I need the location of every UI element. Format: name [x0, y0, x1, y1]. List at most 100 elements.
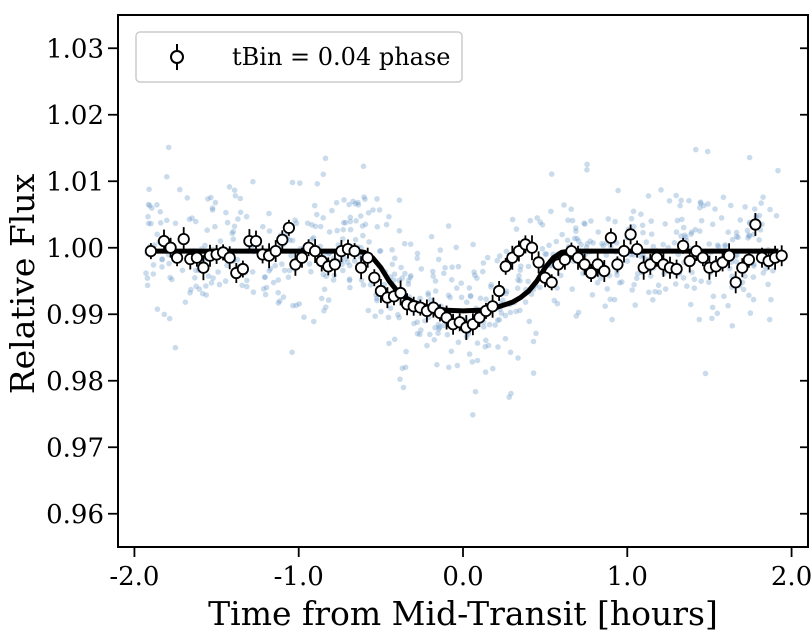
raw-data-point	[530, 370, 537, 376]
raw-data-point	[430, 273, 437, 280]
raw-data-point	[503, 288, 510, 295]
raw-data-point	[733, 258, 739, 265]
raw-data-point	[652, 288, 658, 295]
raw-data-point	[425, 290, 431, 296]
raw-data-point	[275, 277, 282, 283]
raw-data-point	[725, 229, 731, 235]
raw-data-point	[437, 247, 444, 253]
raw-data-point	[634, 270, 641, 277]
raw-data-point	[432, 278, 439, 284]
raw-data-point	[446, 364, 452, 371]
raw-data-point	[411, 320, 417, 327]
raw-data-point	[688, 231, 694, 237]
raw-data-point	[402, 270, 408, 277]
binned-data-point	[276, 233, 289, 246]
raw-data-point	[455, 339, 462, 346]
raw-data-point	[159, 256, 165, 263]
binned-data-point	[598, 264, 611, 278]
raw-data-point	[464, 299, 470, 306]
raw-data-point	[763, 265, 769, 272]
binned-data-point	[190, 251, 203, 264]
binned-data-point	[683, 254, 696, 268]
raw-data-point	[417, 295, 423, 302]
raw-data-point	[758, 200, 764, 206]
raw-data-point	[342, 255, 348, 262]
raw-data-point	[261, 274, 268, 281]
raw-data-point	[272, 262, 279, 269]
raw-data-point	[561, 202, 567, 208]
raw-data-point	[471, 269, 477, 275]
binned-data-point	[295, 251, 309, 264]
raw-data-point	[671, 240, 678, 246]
raw-data-point	[377, 248, 383, 254]
raw-data-point	[159, 264, 165, 270]
raw-data-point	[696, 316, 703, 323]
binned-data-point	[749, 218, 762, 231]
raw-data-point	[496, 316, 503, 323]
raw-data-point	[277, 298, 283, 304]
raw-data-point	[548, 208, 554, 215]
raw-data-point	[148, 220, 154, 227]
raw-data-point	[193, 218, 199, 225]
raw-data-point	[157, 209, 164, 215]
raw-data-point	[522, 299, 529, 305]
raw-data-point	[472, 272, 478, 279]
raw-data-point	[514, 285, 521, 292]
raw-data-point	[389, 247, 395, 253]
raw-data-point	[401, 240, 408, 247]
raw-data-point	[385, 314, 392, 321]
raw-data-point	[436, 326, 442, 332]
binned-data-point	[249, 235, 263, 248]
binned-data-layer	[144, 213, 788, 340]
raw-data-point	[660, 241, 666, 248]
raw-data-point	[449, 264, 455, 271]
x-tick-label: -1.0	[274, 562, 324, 592]
raw-data-point	[496, 253, 503, 259]
legend: tBin = 0.04 phase	[135, 31, 463, 83]
raw-data-point	[289, 349, 295, 356]
raw-data-point	[209, 205, 216, 211]
raw-data-point	[346, 262, 353, 269]
raw-data-point	[768, 296, 774, 303]
raw-data-point	[673, 229, 680, 235]
raw-data-point	[607, 296, 613, 303]
raw-data-point	[374, 297, 380, 304]
raw-data-point	[372, 313, 379, 320]
raw-data-point	[639, 222, 646, 229]
raw-data-point	[281, 267, 288, 274]
raw-data-point	[729, 323, 736, 329]
raw-data-point	[447, 294, 453, 301]
raw-data-point	[490, 365, 496, 372]
raw-data-point	[285, 274, 292, 281]
raw-data-point	[700, 202, 707, 209]
raw-data-point	[712, 206, 718, 212]
raw-data-point	[658, 187, 664, 193]
raw-data-point	[293, 302, 300, 309]
raw-data-point	[217, 238, 224, 244]
raw-data-point	[721, 293, 727, 300]
raw-data-point	[154, 202, 160, 208]
raw-data-point	[517, 267, 523, 273]
raw-data-point	[391, 271, 398, 278]
raw-data-point	[244, 283, 250, 290]
raw-data-point	[266, 268, 273, 274]
raw-data-point	[237, 209, 244, 216]
raw-data-point	[453, 244, 460, 251]
raw-data-point	[650, 243, 657, 250]
raw-data-point	[275, 289, 282, 296]
y-tick-label: 1.00	[46, 234, 104, 264]
raw-data-point	[655, 282, 662, 289]
binned-data-point	[486, 300, 499, 313]
raw-data-point	[466, 351, 473, 357]
raw-data-point	[679, 216, 685, 223]
raw-data-point	[744, 227, 751, 234]
raw-data-point	[314, 211, 320, 218]
raw-data-point	[150, 262, 157, 268]
raw-data-point	[344, 259, 351, 265]
raw-data-point	[614, 272, 620, 279]
raw-data-point	[474, 340, 481, 347]
raw-data-point	[263, 284, 270, 291]
raw-data-point	[575, 309, 582, 316]
raw-data-point	[756, 237, 762, 243]
raw-data-point	[486, 321, 493, 328]
